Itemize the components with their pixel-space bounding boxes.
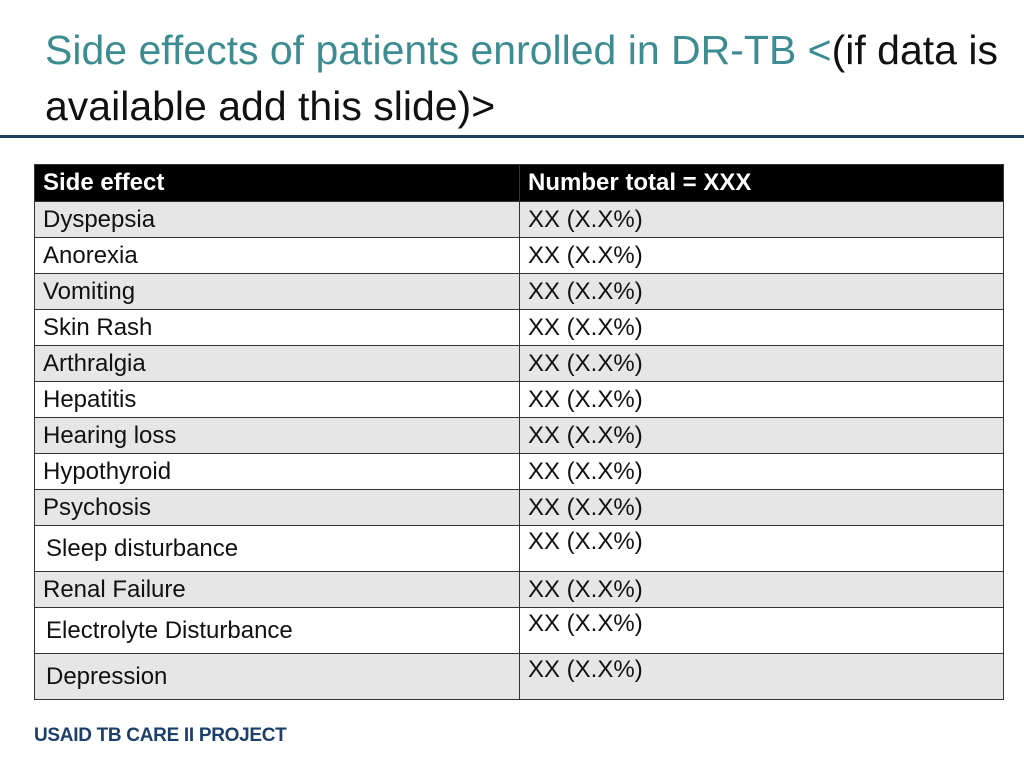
table-row: Dyspepsia XX (X.X%): [34, 201, 1004, 238]
table-row: Hypothyroid XX (X.X%): [34, 453, 1004, 490]
side-effect-cell: Skin Rash: [34, 309, 520, 346]
side-effect-cell: Electrolyte Disturbance: [34, 607, 520, 654]
table-row: Psychosis XX (X.X%): [34, 489, 1004, 526]
table-row: Hepatitis XX (X.X%): [34, 381, 1004, 418]
side-effects-table: Side effect Number total = XXX Dyspepsia…: [34, 164, 1004, 700]
column-header-number-total: Number total = XXX: [519, 164, 1004, 202]
table-row: Skin Rash XX (X.X%): [34, 309, 1004, 346]
side-effect-cell: Depression: [34, 653, 520, 700]
table-row: Anorexia XX (X.X%): [34, 237, 1004, 274]
count-cell: XX (X.X%): [519, 571, 1004, 608]
side-effect-cell: Dyspepsia: [34, 201, 520, 238]
count-cell: XX (X.X%): [519, 653, 1004, 700]
side-effect-cell: Renal Failure: [34, 571, 520, 608]
side-effect-cell: Hepatitis: [34, 381, 520, 418]
count-cell: XX (X.X%): [519, 489, 1004, 526]
count-cell: XX (X.X%): [519, 273, 1004, 310]
column-header-side-effect: Side effect: [34, 164, 520, 202]
side-effect-cell: Psychosis: [34, 489, 520, 526]
count-cell: XX (X.X%): [519, 607, 1004, 654]
side-effect-cell: Vomiting: [34, 273, 520, 310]
count-cell: XX (X.X%): [519, 237, 1004, 274]
table-row: Vomiting XX (X.X%): [34, 273, 1004, 310]
project-footer-logo: USAID TB CARE II PROJECT: [34, 725, 287, 746]
side-effect-cell: Hypothyroid: [34, 453, 520, 490]
count-cell: XX (X.X%): [519, 525, 1004, 572]
table-header-row: Side effect Number total = XXX: [34, 164, 1004, 202]
table-row: Depression XX (X.X%): [34, 653, 1004, 700]
count-cell: XX (X.X%): [519, 201, 1004, 238]
count-cell: XX (X.X%): [519, 417, 1004, 454]
side-effect-cell: Sleep disturbance: [34, 525, 520, 572]
count-cell: XX (X.X%): [519, 309, 1004, 346]
side-effect-cell: Anorexia: [34, 237, 520, 274]
table-row: Arthralgia XX (X.X%): [34, 345, 1004, 382]
slide-title-main: Side effects of patients enrolled in DR-…: [45, 27, 832, 73]
table-row: Sleep disturbance XX (X.X%): [34, 525, 1004, 572]
table-row: Renal Failure XX (X.X%): [34, 571, 1004, 608]
count-cell: XX (X.X%): [519, 381, 1004, 418]
side-effect-cell: Hearing loss: [34, 417, 520, 454]
title-divider: [0, 135, 1024, 138]
table-row: Electrolyte Disturbance XX (X.X%): [34, 607, 1004, 654]
side-effect-cell: Arthralgia: [34, 345, 520, 382]
slide-title-note: (if data is available add this slide)>: [45, 27, 998, 129]
slide-title: Side effects of patients enrolled in DR-…: [45, 22, 1005, 134]
table-row: Hearing loss XX (X.X%): [34, 417, 1004, 454]
count-cell: XX (X.X%): [519, 453, 1004, 490]
count-cell: XX (X.X%): [519, 345, 1004, 382]
